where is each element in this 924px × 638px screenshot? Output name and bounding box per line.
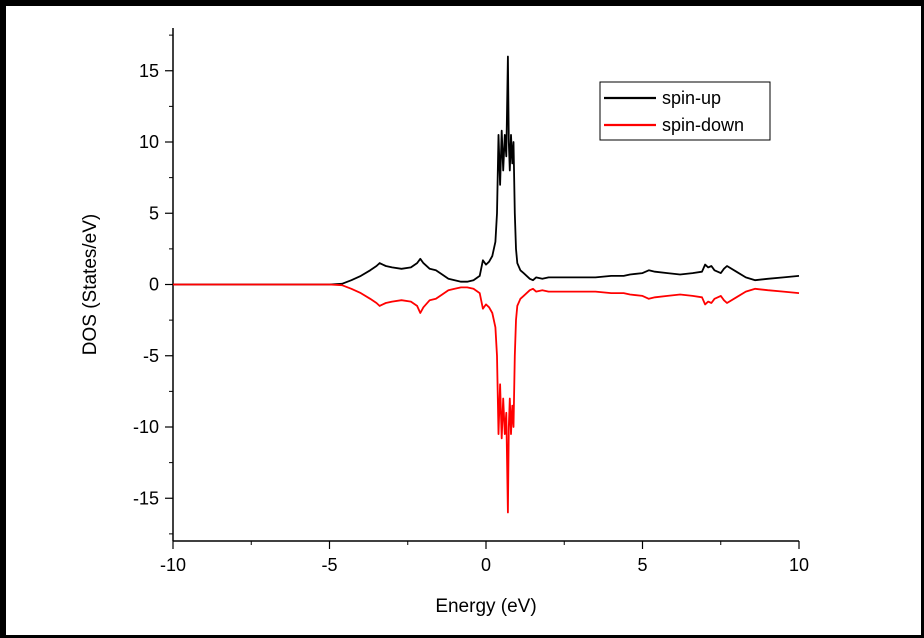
y-tick-label: 15 bbox=[139, 61, 159, 81]
series-group bbox=[173, 55, 800, 514]
series-line-spin-up bbox=[173, 55, 800, 286]
legend-label-spin-up: spin-up bbox=[662, 88, 721, 108]
legend-label-spin-down: spin-down bbox=[662, 115, 744, 135]
x-ticks: -10 -5 0 5 10 bbox=[160, 541, 809, 575]
x-axis-label: Energy (eV) bbox=[435, 596, 536, 617]
y-tick-label: 5 bbox=[149, 203, 159, 223]
x-tick-label: 0 bbox=[481, 555, 491, 575]
y-tick-label: -15 bbox=[133, 488, 159, 508]
legend: spin-up spin-down bbox=[599, 81, 771, 141]
y-tick-label: -10 bbox=[133, 417, 159, 437]
y-axis-label: DOS (States/eV) bbox=[80, 214, 101, 356]
series-line-spin-down bbox=[173, 283, 800, 514]
y-tick-label: -5 bbox=[143, 346, 159, 366]
y-ticks: -15 -10 -5 0 5 10 15 bbox=[133, 34, 173, 535]
x-tick-label: -5 bbox=[321, 555, 337, 575]
legend-box bbox=[599, 81, 771, 141]
y-tick-label: 0 bbox=[149, 275, 159, 295]
y-tick-label: 10 bbox=[139, 132, 159, 152]
x-tick-label: -10 bbox=[160, 555, 186, 575]
x-tick-label: 5 bbox=[637, 555, 647, 575]
x-tick-label: 10 bbox=[789, 555, 809, 575]
